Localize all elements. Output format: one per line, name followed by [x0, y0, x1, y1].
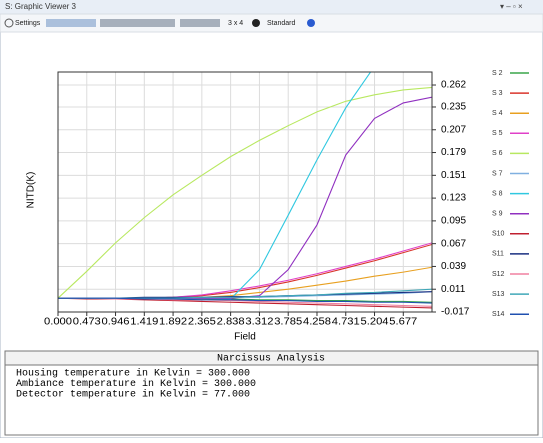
- text-panel-header: [4, 350, 539, 366]
- legend-label: S 9: [492, 211, 503, 218]
- legend-label: S 6: [492, 150, 503, 157]
- layout-button[interactable]: 3 x 4: [228, 20, 243, 27]
- legend-label: S10: [492, 231, 505, 238]
- text-line: Housing temperature in Kelvin = 300.000: [16, 368, 250, 380]
- text-line: Ambiance temperature in Kelvin = 300.000: [16, 378, 256, 390]
- x-tick-label: 1.892: [159, 317, 187, 328]
- x-tick-label: 0.946: [102, 317, 130, 328]
- plot-frame: [57, 71, 433, 313]
- help-icon[interactable]: [307, 19, 315, 27]
- x-tick-label: 1.419: [130, 317, 158, 328]
- y-tick-label: 0.151: [441, 170, 466, 181]
- legend-label: S12: [492, 271, 505, 278]
- toolbar-icons[interactable]: [46, 19, 96, 27]
- series-line: [58, 297, 432, 304]
- legend-label: S 3: [492, 90, 503, 97]
- text-line: Detector temperature in Kelvin = 77.000: [16, 389, 250, 401]
- legend-label: S 7: [492, 170, 503, 177]
- x-tick-label: 5.677: [389, 317, 417, 328]
- legend-label: S 8: [492, 190, 503, 197]
- x-tick-label: 0.473: [73, 317, 101, 328]
- settings-button[interactable]: Settings: [15, 20, 41, 27]
- toolbar-icons[interactable]: [100, 19, 175, 27]
- x-tick-label: 5.204: [361, 317, 389, 328]
- window-title: S: Graphic Viewer 3: [5, 2, 77, 11]
- x-tick-label: 3.785: [274, 317, 302, 328]
- settings-icon[interactable]: [4, 18, 14, 28]
- y-tick-label: 0.207: [441, 124, 466, 135]
- text-panel-title: Narcissus Analysis: [217, 353, 325, 365]
- y-tick-label: 0.262: [441, 80, 466, 91]
- x-tick-label: 2.838: [217, 317, 245, 328]
- x-tick-label: 4.258: [303, 317, 331, 328]
- lines: [58, 72, 432, 309]
- toolbar-icon[interactable]: [252, 19, 260, 27]
- legend-label: S11: [492, 251, 504, 258]
- y-tick-label: 0.011: [441, 284, 466, 295]
- toolbar: [0, 13, 543, 33]
- series-line: [58, 86, 432, 299]
- y-tick-label: 0.179: [441, 147, 466, 158]
- legend-label: S 5: [492, 130, 503, 137]
- x-tick-label: 4.731: [332, 317, 360, 328]
- y-tick-label: 0.123: [441, 193, 466, 204]
- x-axis-label: Field: [234, 332, 256, 343]
- toolbar-icons[interactable]: [180, 19, 220, 27]
- window-controls[interactable]: ▾ – ▫ ×: [500, 2, 523, 11]
- x-tick-label: 2.365: [188, 317, 216, 328]
- y-tick-label: 0.095: [441, 216, 466, 227]
- x-tick-label: 3.312: [245, 317, 273, 328]
- y-tick-label: -0.017: [441, 307, 470, 318]
- legend-label: S 2: [492, 70, 503, 77]
- legend-label: S13: [492, 291, 505, 298]
- legend-label: S14: [492, 311, 505, 318]
- x-tick-label: 0.000: [44, 317, 72, 328]
- y-tick-label: 0.067: [441, 238, 466, 249]
- legend-label: S 4: [492, 110, 503, 117]
- y-tick-label: 0.235: [441, 102, 466, 113]
- y-axis-label: NITD(K): [26, 172, 37, 209]
- series-line: [58, 297, 432, 307]
- y-tick-label: 0.039: [441, 261, 466, 272]
- mode-button[interactable]: Standard: [267, 20, 296, 27]
- title-bar: [0, 0, 543, 14]
